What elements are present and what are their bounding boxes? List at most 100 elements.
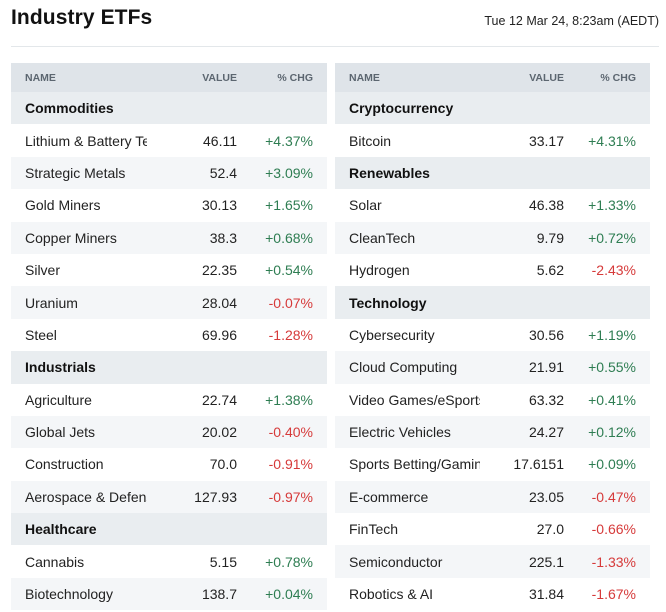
etf-name[interactable]: Global Jets [25, 424, 96, 441]
etf-row[interactable]: Hydrogen 5.62 -2.43% [335, 254, 650, 286]
table-header: NAME VALUE % CHG [11, 63, 327, 92]
etf-name[interactable]: Solar [349, 197, 382, 214]
column-header-value[interactable]: VALUE [529, 71, 564, 84]
etf-row[interactable]: E-commerce 23.05 -0.47% [335, 480, 650, 514]
etf-name[interactable]: FinTech [349, 521, 399, 538]
etf-value: 30.13 [201, 197, 237, 214]
column-header-value[interactable]: VALUE [202, 71, 237, 84]
etf-name[interactable]: Uranium [25, 294, 78, 311]
etf-value: 17.6151 [513, 456, 564, 473]
etf-row[interactable]: Strategic Metals 52.4 +3.09% [11, 156, 327, 190]
etf-percent-change: -1.33% [591, 553, 636, 570]
etf-name[interactable]: Sports Betting/Gaming [349, 456, 480, 473]
etf-value: 21.91 [528, 359, 564, 376]
etf-row[interactable]: Video Games/eSports 63.32 +0.41% [335, 384, 650, 416]
category-header: Renewables [335, 156, 650, 190]
etf-row[interactable]: Sports Betting/Gaming 17.6151 +0.09% [335, 448, 650, 480]
etf-name[interactable]: Bitcoin [349, 132, 392, 149]
etf-row[interactable]: Biotechnology 138.7 +0.04% [11, 577, 327, 611]
etf-percent-change: +0.41% [588, 391, 636, 408]
etf-value: 127.93 [194, 488, 237, 505]
etf-percent-change: +0.72% [588, 229, 636, 246]
etf-name[interactable]: Hydrogen [349, 262, 410, 279]
etf-percent-change: +4.31% [588, 132, 636, 149]
etf-row[interactable]: Semiconductor 225.1 -1.33% [335, 545, 650, 578]
etf-row[interactable]: CleanTech 9.79 +0.72% [335, 221, 650, 254]
category-label: Industrials [25, 359, 96, 376]
etf-row[interactable]: Aerospace & Defense 127.93 -0.97% [11, 480, 327, 514]
etf-row[interactable]: Cannabis 5.15 +0.78% [11, 545, 327, 577]
etf-row[interactable]: Construction 70.0 -0.91% [11, 448, 327, 480]
category-header: Cryptocurrency [335, 92, 650, 125]
etf-name[interactable]: Copper Miners [25, 229, 117, 246]
column-header-change[interactable]: % CHG [600, 71, 636, 84]
etf-value: 5.62 [536, 262, 564, 279]
etf-name[interactable]: Video Games/eSports [349, 391, 480, 408]
etf-name[interactable]: Steel [25, 326, 57, 343]
etf-row[interactable]: Steel 69.96 -1.28% [11, 319, 327, 351]
column-header-name[interactable]: NAME [25, 71, 56, 84]
category-header: Healthcare [11, 513, 327, 546]
etf-value: 28.04 [201, 294, 237, 311]
etf-name[interactable]: Lithium & Battery Tech [25, 132, 147, 149]
etf-percent-change: +4.37% [265, 132, 313, 149]
etf-value: 46.11 [203, 132, 237, 149]
etf-value: 225.1 [528, 553, 564, 570]
etf-value: 33.17 [528, 132, 564, 149]
etf-name[interactable]: Agriculture [25, 391, 92, 408]
etf-percent-change: -0.97% [268, 488, 313, 505]
etf-value: 22.35 [201, 262, 237, 279]
etf-row[interactable]: Solar 46.38 +1.33% [335, 189, 650, 221]
etf-percent-change: -0.07% [268, 294, 313, 311]
etf-percent-change: -0.40% [268, 424, 313, 441]
etf-percent-change: -0.47% [591, 488, 636, 505]
category-label: Commodities [25, 100, 114, 117]
etf-value: 20.02 [201, 424, 237, 441]
etf-row[interactable]: Silver 22.35 +0.54% [11, 254, 327, 286]
etf-name[interactable]: Cybersecurity [349, 326, 435, 343]
etf-name[interactable]: Construction [25, 456, 104, 473]
etf-name[interactable]: Strategic Metals [25, 164, 126, 181]
etf-name[interactable]: Semiconductor [349, 553, 443, 570]
header-divider [11, 46, 659, 47]
etf-value: 23.05 [528, 488, 564, 505]
etf-percent-change: +1.65% [265, 197, 313, 214]
etf-percent-change: +0.12% [588, 424, 636, 441]
etf-percent-change: +0.55% [588, 359, 636, 376]
column-header-name[interactable]: NAME [349, 71, 380, 84]
page-title: Industry ETFs [11, 6, 153, 29]
etf-name[interactable]: E-commerce [349, 488, 429, 505]
etf-name[interactable]: CleanTech [349, 229, 416, 246]
etf-name[interactable]: Robotics & AI [349, 586, 434, 603]
table-body: Cryptocurrency Bitcoin 33.17 +4.31% Renewabl… [335, 92, 650, 610]
etf-row[interactable]: Robotics & AI 31.84 -1.67% [335, 578, 650, 610]
category-label: Technology [349, 294, 427, 311]
etf-percent-change: +0.68% [265, 229, 313, 246]
etf-row[interactable]: Copper Miners 38.3 +0.68% [11, 221, 327, 254]
etf-value: 24.27 [528, 424, 564, 441]
etf-name[interactable]: Cloud Computing [349, 359, 458, 376]
etf-row[interactable]: Uranium 28.04 -0.07% [11, 286, 327, 319]
category-label: Cryptocurrency [349, 100, 454, 117]
column-header-change[interactable]: % CHG [277, 71, 313, 84]
etf-name[interactable]: Silver [25, 262, 61, 279]
etf-name[interactable]: Electric Vehicles [349, 424, 451, 441]
etf-percent-change: -2.43% [591, 262, 636, 279]
etf-row[interactable]: Electric Vehicles 24.27 +0.12% [335, 415, 650, 449]
etf-row[interactable]: Lithium & Battery Tech 46.11 +4.37% [11, 124, 327, 156]
etf-row[interactable]: FinTech 27.0 -0.66% [335, 513, 650, 545]
etf-name[interactable]: Cannabis [25, 553, 85, 570]
etf-name[interactable]: Aerospace & Defense [25, 488, 147, 505]
etf-percent-change: -0.66% [591, 521, 636, 538]
etf-row[interactable]: Agriculture 22.74 +1.38% [11, 384, 327, 416]
table-header: NAME VALUE % CHG [335, 63, 650, 92]
category-label: Renewables [349, 164, 430, 181]
etf-name[interactable]: Gold Miners [25, 197, 101, 214]
etf-value: 31.84 [528, 586, 564, 603]
etf-row[interactable]: Cybersecurity 30.56 +1.19% [335, 319, 650, 351]
etf-row[interactable]: Global Jets 20.02 -0.40% [11, 415, 327, 449]
etf-row[interactable]: Gold Miners 30.13 +1.65% [11, 189, 327, 221]
etf-row[interactable]: Cloud Computing 21.91 +0.55% [335, 351, 650, 384]
etf-name[interactable]: Biotechnology [25, 586, 113, 603]
etf-row[interactable]: Bitcoin 33.17 +4.31% [335, 124, 650, 156]
